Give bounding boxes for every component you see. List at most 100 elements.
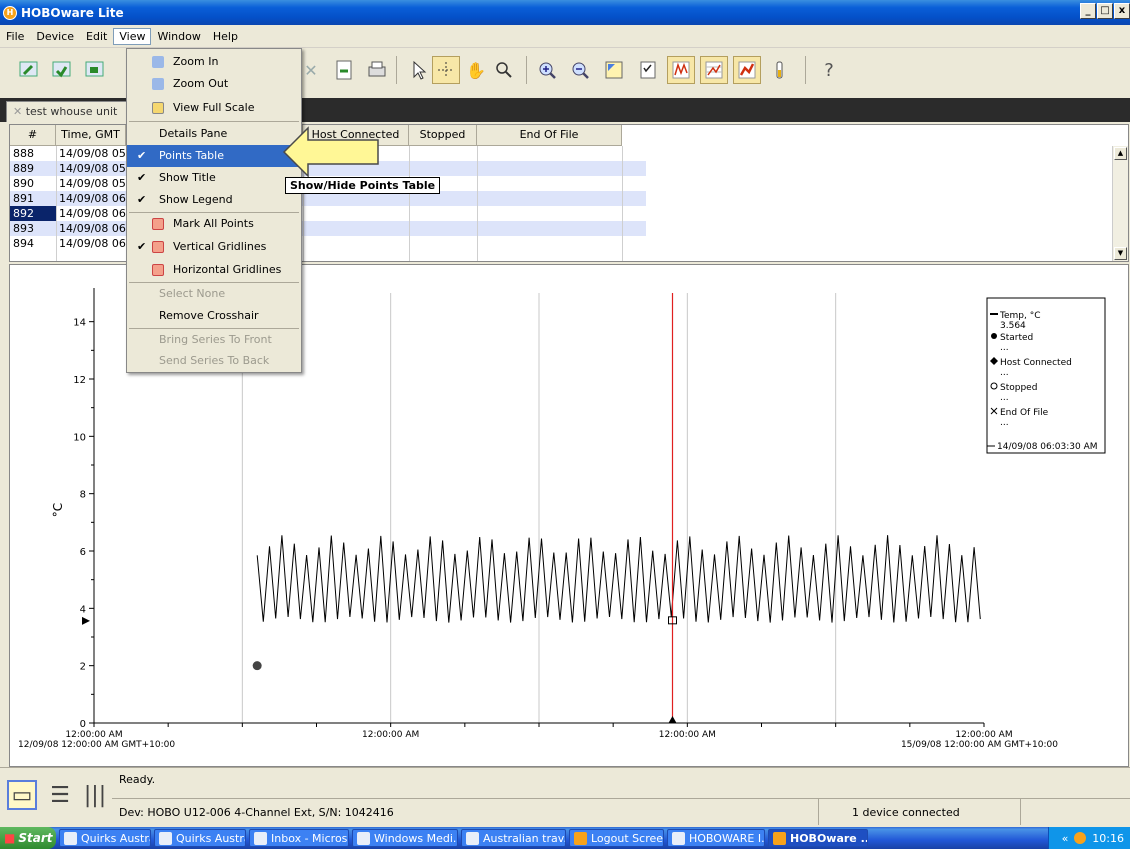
magnify-icon[interactable] — [490, 56, 518, 84]
menu-item-vertical-gridlines[interactable]: ✔ Vertical Gridlines — [127, 236, 301, 258]
help-icon[interactable]: ? — [824, 59, 834, 81]
y-tick-label: 6 — [80, 547, 86, 558]
close-button[interactable]: x — [1114, 3, 1130, 19]
row-number: 889 — [13, 162, 34, 175]
task-button[interactable]: Quirks Australi... — [59, 829, 151, 847]
status-ready: Ready. — [119, 773, 156, 786]
x-tick-label: 12:00:00 AM — [362, 730, 419, 740]
legend-entry-value: ... — [1000, 368, 1009, 378]
menu-file[interactable]: File — [6, 29, 25, 43]
legend-entry-value: ... — [1000, 343, 1009, 353]
menu-item-horizontal-gridlines[interactable]: Horizontal Gridlines — [127, 259, 301, 281]
mark-points-icon[interactable] — [667, 56, 695, 84]
zoom-out-icon[interactable] — [566, 56, 594, 84]
y-tick-label: 0 — [80, 719, 86, 730]
task-button[interactable]: Windows Medi... — [352, 829, 458, 847]
temperature-chart[interactable]: 0 2 4 6 8 10 12 14 °C 12:00:00 AM 12:00:00 AM 12:00… — [10, 265, 1128, 766]
series-icon[interactable] — [733, 56, 761, 84]
print-icon[interactable] — [363, 56, 391, 84]
maximize-button[interactable]: □ — [1097, 3, 1113, 19]
table-row[interactable]: 888 14/09/08 05 — [10, 146, 646, 161]
menu-help[interactable]: Help — [212, 29, 238, 43]
menu-item-zoom-out[interactable]: Zoom Out — [127, 73, 301, 95]
task-button[interactable]: HOBOWARE I... — [667, 829, 765, 847]
task-button[interactable]: Australian trav... — [461, 829, 566, 847]
menu-item-details-pane[interactable]: Details Pane — [127, 123, 301, 145]
task-button[interactable]: Quirks Australi... — [154, 829, 246, 847]
x-tick-label: 12:00:00 AM — [955, 730, 1012, 740]
gridlines-icon[interactable] — [700, 56, 728, 84]
pointer-icon[interactable] — [404, 56, 432, 84]
points-table-scrollbar[interactable]: ▲ ▼ — [1112, 146, 1128, 261]
task-button-active[interactable]: HOBOware ... — [768, 829, 868, 847]
menu-item-remove-crosshair[interactable]: Remove Crosshair — [127, 305, 301, 327]
start-button[interactable]: ■ Start — [0, 827, 56, 849]
menu-item-mark-all-points[interactable]: Mark All Points — [127, 213, 301, 235]
status-area: ▭ ☰ ||| Ready. Dev: HOBO U12-006 4-Chann… — [0, 767, 1130, 827]
export-icon[interactable] — [330, 56, 358, 84]
tray-chevron[interactable]: « — [1061, 831, 1069, 845]
menu-device[interactable]: Device — [36, 29, 75, 43]
menu-item-points-table[interactable]: ✔ Points Table — [127, 145, 301, 167]
y-value-marker-icon — [82, 616, 90, 625]
hand-icon[interactable]: ✋ — [466, 60, 486, 80]
menu-item-show-legend[interactable]: ✔ Show Legend — [127, 189, 301, 211]
minimize-button[interactable]: _ — [1080, 3, 1096, 19]
menu-view[interactable]: View — [113, 27, 152, 45]
full-scale-icon — [152, 102, 164, 114]
status-connected: 1 device connected — [852, 806, 960, 819]
menu-window[interactable]: Window — [157, 29, 201, 43]
readout-icon[interactable] — [48, 56, 76, 84]
x-end-label: 15/09/08 12:00:00 AM GMT+10:00 — [901, 740, 1058, 750]
menu-item-show-title[interactable]: ✔ Show Title — [127, 167, 301, 189]
graph-view-icon[interactable]: ▭ — [7, 780, 37, 810]
row-number: 888 — [13, 147, 34, 160]
table-row[interactable]: 892 14/09/08 06 — [10, 206, 646, 221]
thermometer-icon[interactable] — [765, 56, 793, 84]
menu-item-label: Remove Crosshair — [159, 309, 259, 322]
row-time: 14/09/08 06 — [59, 207, 126, 220]
launch-icon[interactable] — [15, 56, 43, 84]
zoom-in-icon[interactable] — [533, 56, 561, 84]
tab-close-icon[interactable]: ✕ — [13, 105, 23, 118]
column-view-icon[interactable]: ||| — [83, 782, 107, 808]
table-row[interactable]: 890 14/09/08 05 — [10, 176, 646, 191]
document-tab[interactable]: ✕ test whouse unit — [6, 101, 131, 122]
menu-item-view-full-scale[interactable]: View Full Scale — [127, 97, 301, 119]
scroll-up-arrow-icon[interactable]: ▲ — [1114, 147, 1127, 160]
y-tick-label: 8 — [80, 490, 86, 501]
delete-icon[interactable]: ✕ — [304, 60, 318, 80]
hobo-tray-icon[interactable] — [1074, 832, 1087, 844]
row-time: 14/09/08 06 — [59, 237, 126, 250]
menu-item-label: View Full Scale — [173, 101, 255, 114]
legend-entry-label: Temp, °C — [999, 311, 1041, 321]
column-header-number[interactable]: # — [10, 125, 56, 146]
hobo-app-icon[interactable]: H — [3, 5, 17, 20]
table-row[interactable]: 894 14/09/08 06 — [10, 236, 646, 251]
column-header-time[interactable]: Time, GMT — [56, 125, 126, 146]
legend-footer: 14/09/08 06:03:30 AM — [997, 442, 1098, 452]
column-header-stopped[interactable]: Stopped — [409, 125, 477, 146]
checklist-icon[interactable] — [634, 56, 662, 84]
clock[interactable]: 10:16 — [1092, 831, 1124, 845]
table-row[interactable]: 893 14/09/08 06 — [10, 221, 646, 236]
legend-circle-icon — [990, 382, 998, 390]
list-view-icon[interactable]: ☰ — [50, 782, 70, 808]
crosshair-marker-icon — [668, 716, 677, 723]
menu-edit[interactable]: Edit — [86, 29, 108, 43]
menu-item-label: Mark All Points — [173, 217, 254, 230]
scroll-down-arrow-icon[interactable]: ▼ — [1114, 247, 1127, 260]
windows-logo-icon: ■ — [4, 831, 16, 845]
full-scale-icon[interactable] — [600, 56, 628, 84]
status-icon[interactable] — [81, 56, 109, 84]
menu-item-label: Vertical Gridlines — [173, 240, 267, 253]
menu-item-label: Show Title — [159, 171, 216, 184]
crosshair-icon[interactable] — [432, 56, 460, 84]
task-button[interactable]: Logout Screen — [569, 829, 664, 847]
row-number: 894 — [13, 237, 34, 250]
task-button[interactable]: Inbox - Micros... — [249, 829, 349, 847]
menu-item-label: Show Legend — [159, 193, 233, 206]
task-label: Quirks Australi... — [176, 831, 245, 845]
column-header-end-of-file[interactable]: End Of File — [477, 125, 622, 146]
menu-item-zoom-in[interactable]: Zoom In — [127, 51, 301, 73]
